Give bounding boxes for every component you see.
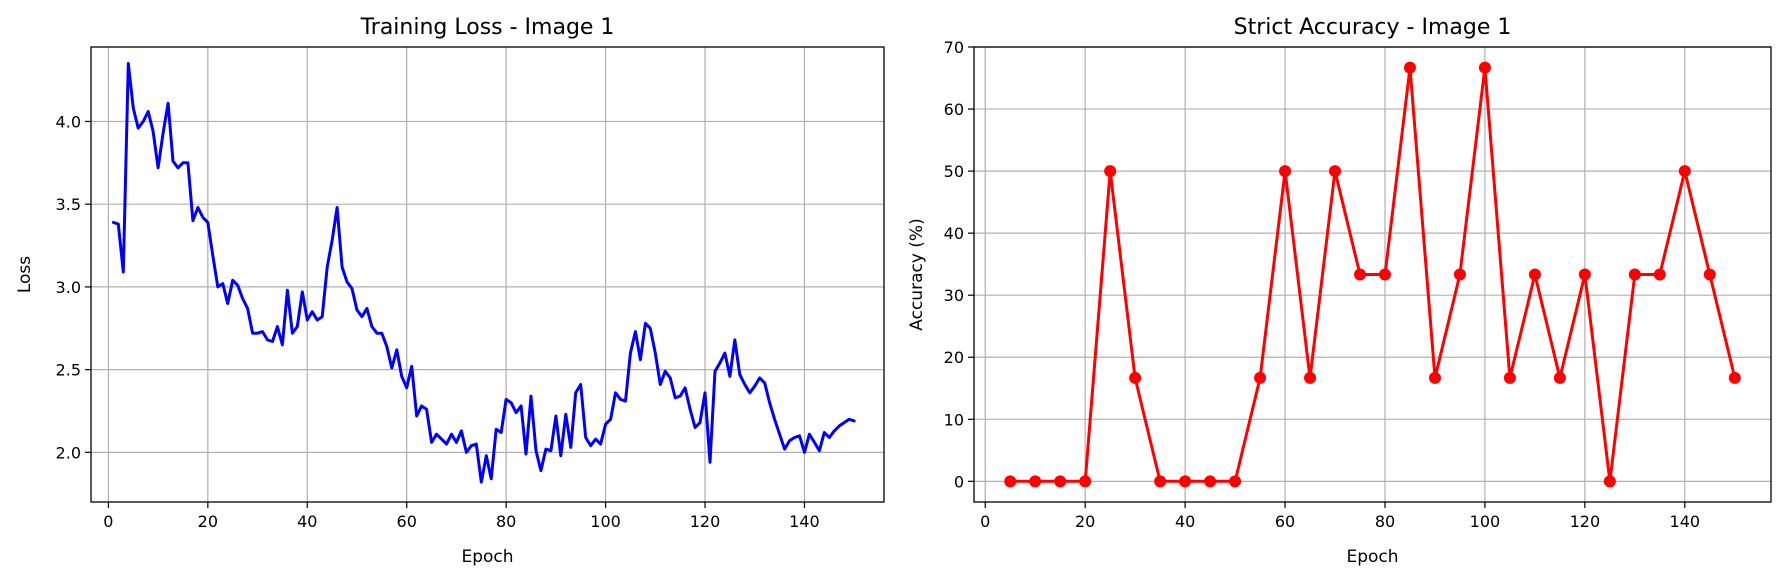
strict-accuracy-data-point [1329, 165, 1342, 178]
strict-accuracy-data-point [1129, 371, 1142, 384]
strict-accuracy-title: Strict Accuracy - Image 1 [1234, 15, 1512, 40]
strict-accuracy-x-tick-label: 40 [1175, 512, 1195, 531]
strict-accuracy-plot-frame [973, 46, 1772, 503]
strict-accuracy-y-axis-label: Accuracy (%) [907, 218, 927, 330]
strict-accuracy-data-point [1204, 475, 1217, 488]
training-loss-chart: 0 20 40 60 80 100 120 140 2.0 2.5 3.0 3.5 4.0 Traini… [15, 15, 885, 567]
strict-accuracy-x-tick-label: 120 [1570, 512, 1601, 531]
strict-accuracy-data-point [1004, 475, 1017, 488]
strict-accuracy-data-point [1179, 475, 1192, 488]
strict-accuracy-chart: 0 20 40 60 80 100 120 140 0 10 20 30 40 50 60 70 Strict… [907, 15, 1772, 567]
training-loss-x-tick-label: 100 [590, 512, 621, 531]
strict-accuracy-x-tick-label: 20 [1075, 512, 1095, 531]
training-loss-series-line [111, 62, 856, 484]
strict-accuracy-x-axis-label: Epoch [1346, 547, 1398, 567]
strict-accuracy-y-tick-label: 70 [944, 38, 964, 57]
strict-accuracy-y-tick-label: 60 [944, 100, 964, 119]
strict-accuracy-x-tick-label: 100 [1470, 512, 1501, 531]
strict-accuracy-y-tick-label: 30 [944, 286, 964, 305]
training-loss-plot-frame [90, 46, 885, 503]
strict-accuracy-data-point [1154, 475, 1167, 488]
strict-accuracy-data-point [1254, 371, 1267, 384]
strict-accuracy-x-tick-label: 80 [1375, 512, 1395, 531]
strict-accuracy-x-tick-label: 0 [980, 512, 990, 531]
strict-accuracy-data-point [1029, 475, 1042, 488]
strict-accuracy-data-point [1503, 371, 1516, 384]
strict-accuracy-data-point [1553, 371, 1566, 384]
strict-accuracy-data-point [1378, 268, 1391, 281]
strict-accuracy-data-point [1403, 61, 1416, 74]
training-loss-x-tick-label: 80 [496, 512, 516, 531]
strict-accuracy-data-point [1728, 371, 1741, 384]
strict-accuracy-x-tick-label: 140 [1670, 512, 1701, 531]
strict-accuracy-data-point [1428, 371, 1441, 384]
training-loss-title: Training Loss - Image 1 [360, 15, 615, 40]
training-loss-x-tick-label: 20 [198, 512, 218, 531]
strict-accuracy-y-tick-label: 40 [944, 224, 964, 243]
strict-accuracy-data-point [1653, 268, 1666, 281]
strict-accuracy-data-point [1104, 165, 1117, 178]
strict-accuracy-data-point [1304, 371, 1317, 384]
training-loss-x-tick-label: 120 [690, 512, 721, 531]
training-loss-y-tick-label: 2.0 [56, 443, 81, 462]
training-loss-x-tick-label: 60 [397, 512, 417, 531]
training-loss-y-axis-label: Loss [15, 256, 35, 293]
training-loss-y-tick-label: 3.5 [56, 195, 81, 214]
strict-accuracy-data-point [1603, 475, 1616, 488]
training-loss-y-tick-label: 4.0 [56, 112, 81, 131]
strict-accuracy-data-point [1703, 268, 1716, 281]
strict-accuracy-data-point [1628, 268, 1641, 281]
strict-accuracy-data-point [1079, 475, 1092, 488]
strict-accuracy-x-tick-label: 60 [1275, 512, 1295, 531]
strict-accuracy-data-point [1279, 165, 1292, 178]
strict-accuracy-y-tick-label: 20 [944, 348, 964, 367]
training-loss-x-tick-label: 140 [789, 512, 820, 531]
strict-accuracy-data-point [1453, 268, 1466, 281]
strict-accuracy-y-tick-label: 50 [944, 162, 964, 181]
training-loss-x-tick-label: 0 [103, 512, 113, 531]
strict-accuracy-data-point [1528, 268, 1541, 281]
training-loss-y-tick-label: 2.5 [56, 361, 81, 380]
strict-accuracy-series-line [1008, 66, 1737, 483]
strict-accuracy-data-point [1354, 268, 1367, 281]
strict-accuracy-data-point [1478, 61, 1491, 74]
strict-accuracy-y-tick-label: 0 [954, 472, 964, 491]
training-loss-y-tick-label: 3.0 [56, 278, 81, 297]
strict-accuracy-data-point [1678, 165, 1691, 178]
training-loss-x-tick-label: 40 [297, 512, 317, 531]
training-loss-x-axis-label: Epoch [461, 547, 513, 567]
strict-accuracy-data-point [1229, 475, 1242, 488]
strict-accuracy-y-tick-label: 10 [944, 410, 964, 429]
strict-accuracy-data-point [1578, 268, 1591, 281]
strict-accuracy-data-point [1054, 475, 1067, 488]
